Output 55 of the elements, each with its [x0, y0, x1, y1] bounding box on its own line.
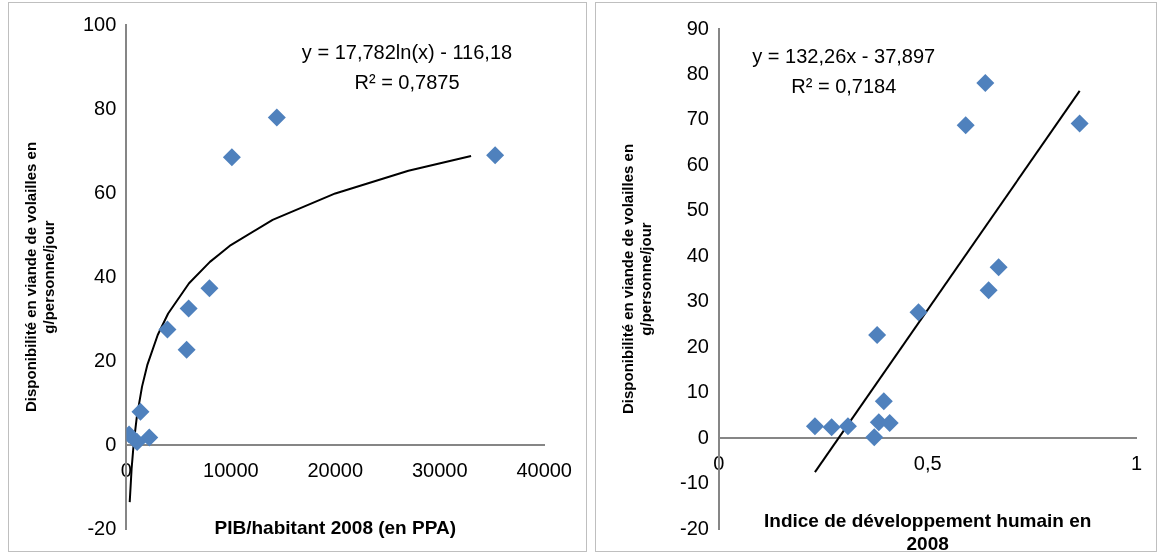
point [222, 148, 241, 167]
point [909, 303, 928, 322]
y-tick-label: 100 [82, 12, 117, 35]
x-tick-label: 20000 [307, 458, 364, 481]
point [128, 433, 147, 452]
y-tick-label: 60 [686, 152, 709, 175]
y-tick-label: 30 [686, 289, 709, 312]
y-tick-label: 20 [94, 348, 117, 371]
y-tick-label: 80 [686, 61, 709, 84]
y-tick-label: 50 [686, 198, 709, 221]
x-tick-label: 1 [1130, 451, 1142, 474]
point [865, 428, 884, 447]
point [486, 146, 505, 165]
y-tick-label: -10 [680, 471, 709, 494]
annotation: R² = 0,7875 [354, 70, 460, 93]
point [805, 417, 824, 436]
y-tick-label: 40 [94, 264, 117, 287]
point [1070, 114, 1089, 133]
point [822, 418, 841, 437]
y-tick-label: 20 [686, 334, 709, 357]
point [874, 392, 893, 411]
y-tick-label: -20 [680, 516, 709, 539]
y-tick-label: -20 [87, 516, 117, 539]
x-tick-label: 10000 [203, 458, 259, 481]
x-axis-title: Indice de développement humain en 2008 [764, 509, 1092, 553]
point [976, 74, 995, 93]
y-tick-label: 80 [94, 96, 117, 119]
y-tick-label: 40 [686, 243, 709, 266]
annotation: y = 17,782ln(x) - 116,18 [301, 40, 513, 63]
y-tick-label: 10 [686, 380, 709, 403]
annotation: R² = 0,7184 [791, 74, 897, 97]
y-tick-label: 0 [105, 432, 117, 455]
point [956, 116, 975, 135]
point [200, 279, 219, 298]
point [179, 299, 198, 318]
x-tick-label: 40000 [516, 458, 572, 481]
point [868, 325, 887, 344]
annotation: y = 132,26x - 37,897 [752, 44, 936, 67]
y-tick-label: 0 [697, 425, 709, 448]
point [979, 281, 998, 300]
y-tick-label: 70 [686, 107, 709, 130]
point [177, 340, 196, 359]
x-tick-label: 0,5 [913, 451, 942, 474]
y-tick-label: 90 [686, 16, 709, 39]
point [989, 258, 1008, 277]
point [838, 417, 857, 436]
y-axis-title: Disponibilité en viande de volailles en g/personne/jour [22, 141, 58, 413]
point [158, 320, 177, 339]
point [267, 108, 286, 127]
point [131, 402, 150, 421]
y-tick-label: 60 [94, 180, 117, 203]
y-axis-title: Disponibilité en viande de volailles en g/personne/jour [619, 143, 655, 415]
point [140, 428, 159, 447]
x-axis-title: PIB/habitant 2008 (en PPA) [214, 516, 456, 538]
x-tick-label: 30000 [411, 458, 468, 481]
